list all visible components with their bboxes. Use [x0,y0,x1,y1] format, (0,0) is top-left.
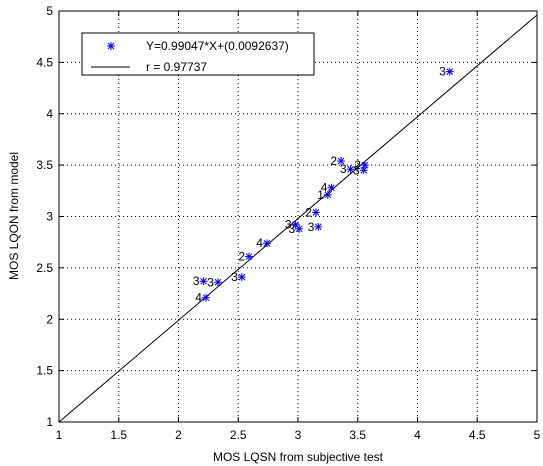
x-tick-label: 2 [175,428,182,442]
x-tick-label: 5 [534,428,541,442]
point-label: 3 [231,270,238,284]
x-tick-label: 1.5 [110,428,127,442]
y-axis-title: MOS LQON from model [7,152,21,280]
x-tick-label: 4.5 [469,428,486,442]
data-point [245,252,254,261]
data-point [314,222,323,231]
point-label: 4 [256,236,263,250]
legend-asterisk [107,42,115,50]
axis-ticks: 1 1.5 2 2.5 3 3.5 4 4.5 5 1 1.5 2 2.5 3 3.5 4 4.5 5 [36,4,540,442]
point-label: 3 [439,65,446,79]
point-label: 2 [238,250,245,264]
point-label: 2 [330,154,337,168]
x-tick-label: 1 [56,428,63,442]
y-tick-label: 3 [46,210,53,224]
point-label: 4 [321,181,328,195]
point-label: 2 [354,158,361,172]
legend: Y=0.99047*X+(0.0092637) r = 0.97737 [81,32,315,76]
point-label: 1 [317,188,324,202]
data-point [327,183,336,192]
x-tick-label: 2.5 [230,428,247,442]
y-tick-label: 2 [46,312,53,326]
data-point [445,67,454,76]
plot-frame [58,10,538,423]
data-point [311,208,320,217]
x-tick-label: 4 [414,428,421,442]
y-tick-label: 1 [46,415,53,429]
legend-marker-asterisk-icon [107,42,115,50]
data-point [262,239,271,248]
point-label: 3 [289,222,296,236]
data-point [360,161,369,170]
legend-box [81,32,315,76]
data-point [237,273,246,282]
y-tick-label: 4 [46,107,53,121]
data-point [346,165,355,174]
data-point [213,278,222,287]
point-label: 3 [308,220,315,234]
data-point [359,166,368,175]
y-tick-label: 5 [46,4,53,18]
point-label: 3 [207,275,214,289]
point-label: 4 [195,291,202,305]
point-label: 2 [305,205,312,219]
x-tick-label: 3 [295,428,302,442]
y-tick-label: 2.5 [36,261,53,275]
x-axis-title: MOS LQSN from subjective test [213,450,384,464]
data-point [295,224,304,233]
data-point [337,157,346,166]
point-label: 3 [193,274,200,288]
point-label: 3 [353,163,360,177]
data-point [323,190,332,199]
y-tick-label: 4.5 [36,55,53,69]
legend-label-correlation: r = 0.97737 [146,60,207,74]
point-label: 3 [285,218,292,232]
y-tick-label: 3.5 [36,158,53,172]
legend-label-fit: Y=0.99047*X+(0.0092637) [146,39,289,53]
fit-line-group [58,14,538,423]
y-tick-label: 1.5 [36,364,53,378]
point-label: 3 [340,162,347,176]
grid [59,11,537,422]
fit-line [58,14,538,423]
x-tick-label: 3.5 [349,428,366,442]
data-point [201,293,210,302]
data-point [199,277,208,286]
